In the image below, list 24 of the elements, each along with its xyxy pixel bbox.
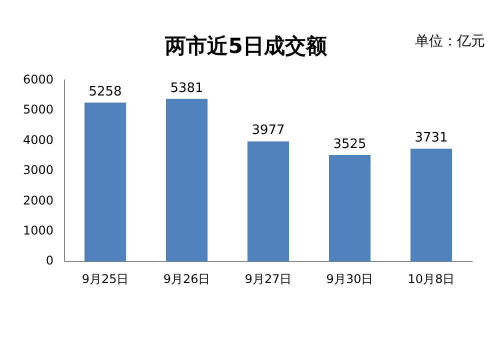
y-tick-label: 1000 [22, 223, 54, 238]
bar [166, 98, 208, 262]
x-tick-label: 9月25日 [82, 272, 129, 286]
data-label: 5381 [170, 80, 204, 96]
chart-title: 两市近5日成交额 [164, 34, 328, 58]
y-tick-label: 6000 [22, 72, 54, 86]
bar [247, 141, 290, 262]
data-label: 3977 [252, 123, 285, 138]
bar [84, 102, 126, 262]
x-tick-label: 9月27日 [244, 272, 292, 286]
bar [410, 148, 452, 262]
data-label: 5258 [88, 84, 122, 100]
y-tick-label: 3000 [22, 163, 54, 178]
data-label: 3525 [333, 136, 366, 152]
y-tick-label: 4000 [22, 132, 54, 147]
y-tick-label: 2000 [22, 193, 54, 208]
text: 单位：亿元 [415, 34, 485, 50]
x-tick-label: 9月30日 [326, 272, 374, 286]
y-tick-label: 0 [46, 254, 54, 268]
x-tick-label: 9月26日 [163, 272, 210, 286]
x-tick-label: 10月8日 [408, 272, 455, 286]
bar [328, 155, 371, 262]
data-label: 3731 [414, 130, 448, 146]
y-tick-label: 5000 [22, 102, 54, 117]
